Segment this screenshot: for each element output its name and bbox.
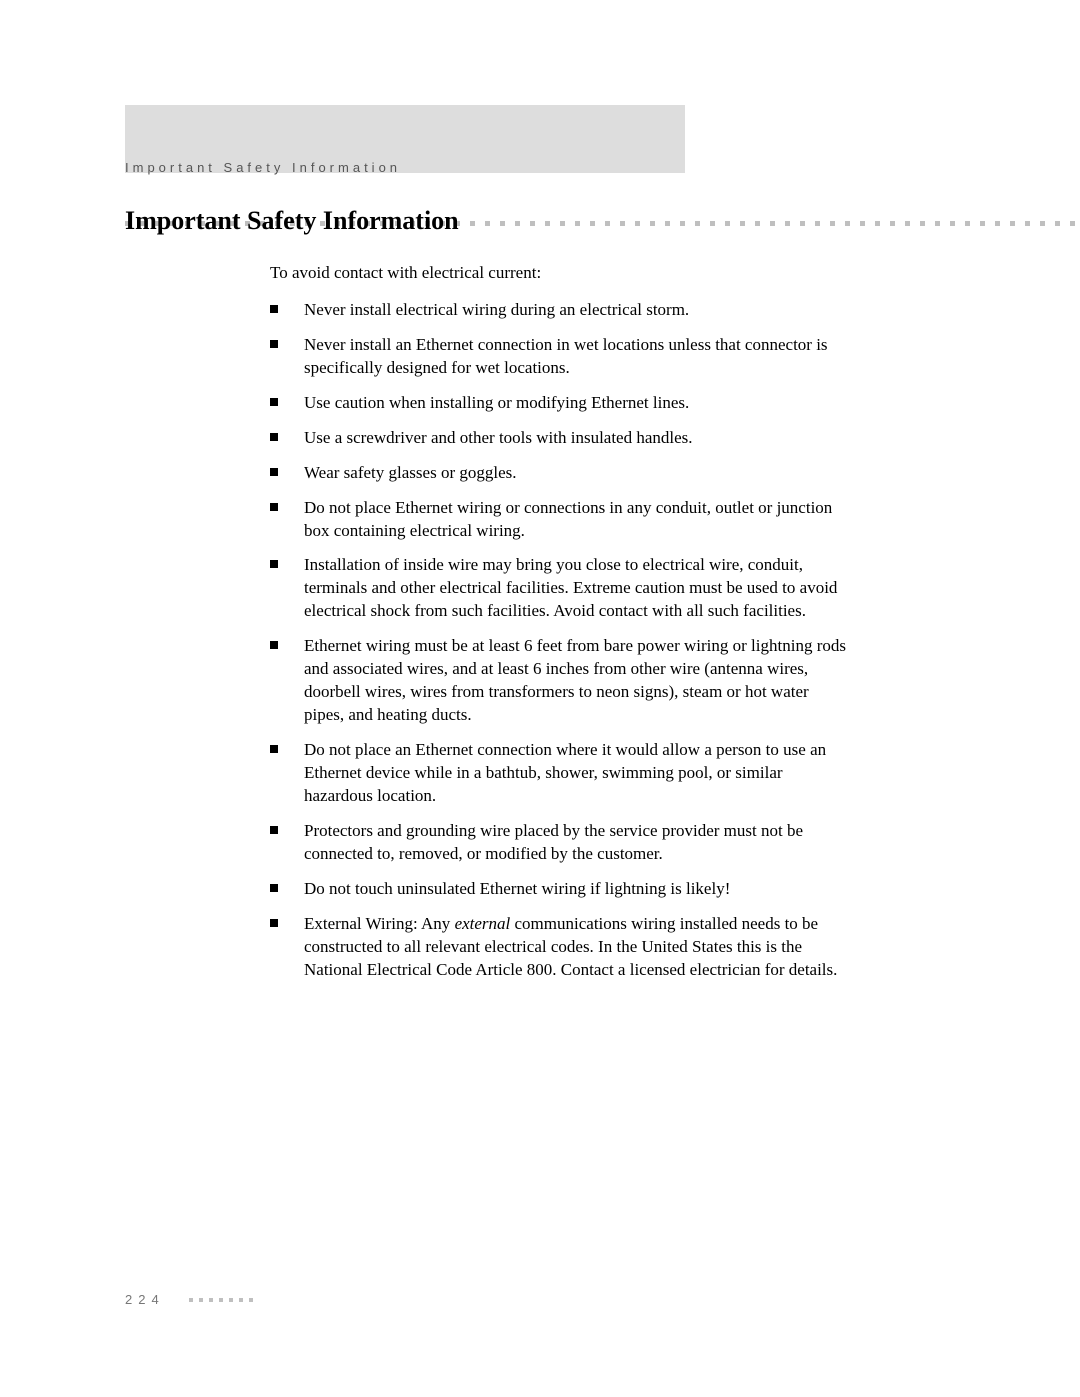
rule-dot xyxy=(575,221,580,226)
rule-dot xyxy=(1010,221,1015,226)
rule-dot xyxy=(920,221,925,226)
bullet-item: Do not touch uninsulated Ethernet wiring… xyxy=(270,878,850,901)
page-number: 224 xyxy=(125,1292,165,1307)
rule-dot xyxy=(635,221,640,226)
rule-dot xyxy=(530,221,535,226)
rule-dot xyxy=(1040,221,1045,226)
rule-dot xyxy=(470,221,475,226)
bullet-text: Do not place Ethernet wiring or connecti… xyxy=(304,498,832,540)
rule-dot xyxy=(785,221,790,226)
rule-dot xyxy=(770,221,775,226)
rule-dot xyxy=(845,221,850,226)
footer-dot xyxy=(239,1298,243,1302)
footer-dot xyxy=(219,1298,223,1302)
rule-dot xyxy=(965,221,970,226)
rule-dot xyxy=(725,221,730,226)
rule-dot xyxy=(830,221,835,226)
rule-dot xyxy=(650,221,655,226)
bullet-item: Never install electrical wiring during a… xyxy=(270,299,850,322)
bullet-text: Ethernet wiring must be at least 6 feet … xyxy=(304,636,846,724)
bullet-text: Do not touch uninsulated Ethernet wiring… xyxy=(304,879,730,898)
rule-dot xyxy=(545,221,550,226)
rule-dot xyxy=(515,221,520,226)
rule-dot xyxy=(755,221,760,226)
rule-dot xyxy=(590,221,595,226)
intro-paragraph: To avoid contact with electrical current… xyxy=(270,262,850,285)
running-header-title: Important Safety Information xyxy=(125,160,401,175)
rule-dot xyxy=(905,221,910,226)
bullet-text-italic: external xyxy=(455,914,511,933)
rule-dot xyxy=(665,221,670,226)
rule-dot xyxy=(860,221,865,226)
rule-dot xyxy=(485,221,490,226)
rule-dot xyxy=(980,221,985,226)
bullet-item: Protectors and grounding wire placed by … xyxy=(270,820,850,866)
bullet-item: Use a screwdriver and other tools with i… xyxy=(270,427,850,450)
rule-dot xyxy=(995,221,1000,226)
bullet-text: Wear safety glasses or goggles. xyxy=(304,463,516,482)
bullet-text-pre: External Wiring: Any xyxy=(304,914,455,933)
bullet-list: Never install electrical wiring during a… xyxy=(270,299,850,982)
bullet-text: Use caution when installing or modifying… xyxy=(304,393,689,412)
bullet-text: Installation of inside wire may bring yo… xyxy=(304,555,837,620)
footer-dot xyxy=(199,1298,203,1302)
bullet-item: Ethernet wiring must be at least 6 feet … xyxy=(270,635,850,727)
rule-dot xyxy=(740,221,745,226)
body-content: To avoid contact with electrical current… xyxy=(270,262,850,993)
footer-dotted-rule xyxy=(189,1298,253,1302)
bullet-text: Never install electrical wiring during a… xyxy=(304,300,689,319)
page-root: Important Safety Information Important S… xyxy=(0,0,1080,1397)
rule-dot xyxy=(950,221,955,226)
bullet-text: Protectors and grounding wire placed by … xyxy=(304,821,803,863)
rule-dot xyxy=(1055,221,1060,226)
rule-dot xyxy=(815,221,820,226)
bullet-item: Do not place Ethernet wiring or connecti… xyxy=(270,497,850,543)
rule-dot xyxy=(560,221,565,226)
page-footer: 224 xyxy=(125,1292,253,1307)
rule-dot xyxy=(695,221,700,226)
rule-dot xyxy=(710,221,715,226)
rule-dot xyxy=(1025,221,1030,226)
rule-dot xyxy=(935,221,940,226)
rule-dot xyxy=(500,221,505,226)
footer-dot xyxy=(189,1298,193,1302)
bullet-item: External Wiring: Any external communicat… xyxy=(270,913,850,982)
rule-dot xyxy=(620,221,625,226)
rule-dot xyxy=(800,221,805,226)
rule-dot xyxy=(875,221,880,226)
rule-dot xyxy=(890,221,895,226)
bullet-text: Do not place an Ethernet connection wher… xyxy=(304,740,826,805)
footer-dot xyxy=(229,1298,233,1302)
footer-dot xyxy=(209,1298,213,1302)
bullet-item: Wear safety glasses or goggles. xyxy=(270,462,850,485)
bullet-item: Never install an Ethernet connection in … xyxy=(270,334,850,380)
bullet-text: Never install an Ethernet connection in … xyxy=(304,335,828,377)
page-title: Important Safety Information xyxy=(125,206,459,236)
bullet-item: Use caution when installing or modifying… xyxy=(270,392,850,415)
rule-dot xyxy=(680,221,685,226)
bullet-item: Do not place an Ethernet connection wher… xyxy=(270,739,850,808)
rule-dot xyxy=(1070,221,1075,226)
footer-dot xyxy=(249,1298,253,1302)
rule-dot xyxy=(605,221,610,226)
bullet-text: Use a screwdriver and other tools with i… xyxy=(304,428,693,447)
bullet-item: Installation of inside wire may bring yo… xyxy=(270,554,850,623)
